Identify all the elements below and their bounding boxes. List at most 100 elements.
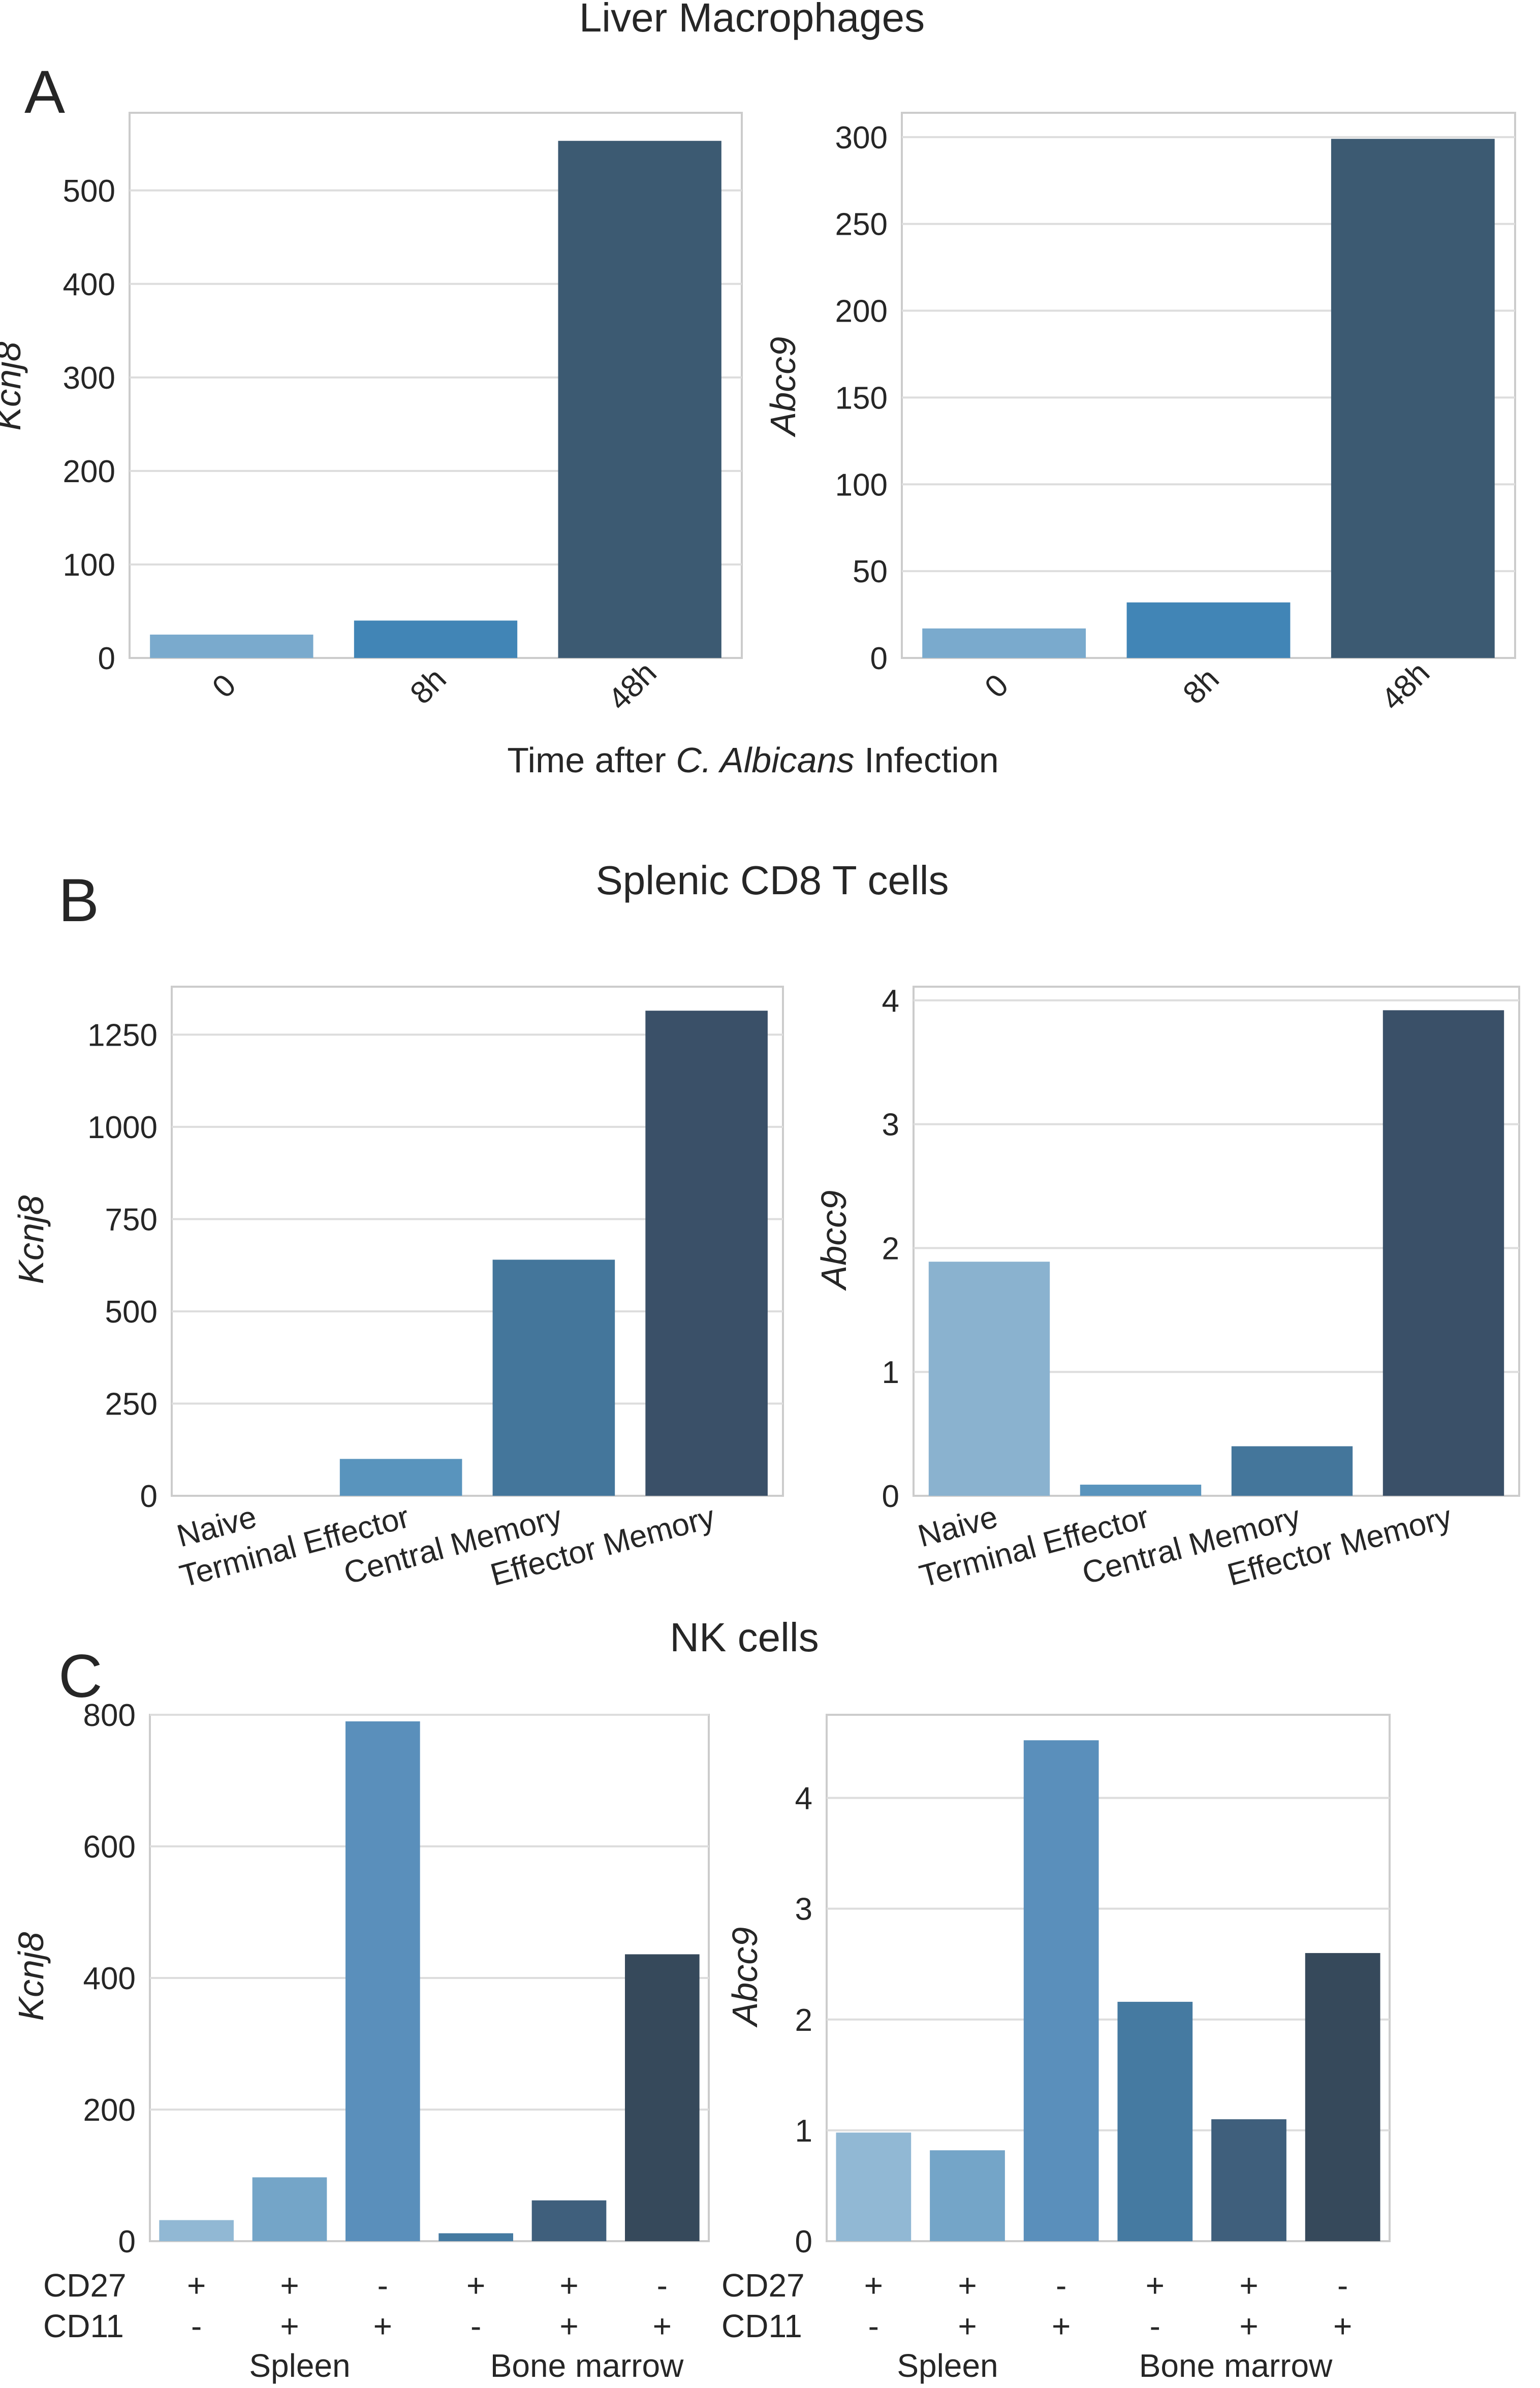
bar-b2-2	[1231, 1446, 1353, 1496]
plot-area	[826, 1714, 1391, 2242]
y-tick-label: 1250	[87, 1018, 158, 1053]
cd27-sign: +	[864, 2267, 883, 2304]
cd27-sign: -	[657, 2267, 668, 2304]
cd11-sign: +	[1333, 2308, 1352, 2344]
bar-a1-0	[150, 634, 313, 658]
cd27-sign: +	[1146, 2267, 1165, 2304]
y-axis-label: Kcnj8	[11, 1932, 51, 2021]
y-tick-label: 300	[63, 361, 115, 396]
y-tick-label: 300	[835, 120, 888, 155]
row-label-cd11: CD11	[43, 2308, 124, 2344]
x-tick-label: 0	[978, 668, 1015, 705]
bar-b1-3	[645, 1011, 768, 1496]
y-tick-label: 400	[83, 1961, 136, 1996]
cd27-sign: +	[559, 2267, 578, 2304]
y-tick-label: 1	[882, 1355, 899, 1390]
group-label-bone-marrow: Bone marrow	[490, 2347, 684, 2384]
bar-c2-0	[836, 2132, 912, 2241]
cd11-sign: -	[191, 2308, 202, 2344]
y-tick-label: 1	[795, 2114, 812, 2149]
x-tick-label: 48h	[1374, 655, 1436, 717]
y-tick-label: 250	[835, 207, 888, 242]
y-tick-label: 50	[853, 554, 888, 589]
bar-c2-5	[1305, 1953, 1380, 2241]
panel-label-b: B	[58, 866, 99, 934]
cd11-sign: +	[1239, 2308, 1258, 2344]
bar-a1-2	[558, 141, 721, 658]
y-tick-label: 200	[83, 2093, 136, 2128]
cd27-sign: -	[378, 2267, 388, 2304]
y-tick-label: 500	[63, 174, 115, 209]
cd27-sign: +	[187, 2267, 206, 2304]
cd27-sign: -	[1056, 2267, 1066, 2304]
cd11-sign: +	[280, 2308, 299, 2344]
y-tick-label: 0	[98, 641, 115, 676]
y-tick-label: 3	[882, 1108, 899, 1143]
y-tick-label: 1000	[87, 1110, 158, 1145]
y-axis-label: Abcc9	[725, 1927, 765, 2028]
bar-a2-0	[922, 628, 1086, 658]
row-label-cd27: CD27	[43, 2267, 127, 2304]
y-tick-label: 3	[795, 1892, 812, 1927]
y-tick-label: 2	[882, 1231, 899, 1266]
bar-c1-4	[531, 2200, 607, 2241]
cd11-sign: +	[373, 2308, 392, 2344]
y-tick-label: 0	[118, 2224, 136, 2259]
y-tick-label: 100	[63, 548, 115, 583]
y-tick-label: 800	[83, 1698, 136, 1733]
bar-a2-2	[1331, 139, 1495, 658]
cd11-sign: -	[868, 2308, 879, 2344]
y-tick-label: 0	[882, 1479, 899, 1514]
y-tick-label: 200	[835, 294, 888, 329]
bar-b2-1	[1080, 1485, 1202, 1496]
bar-b2-0	[928, 1262, 1050, 1496]
y-tick-label: 2	[795, 2003, 812, 2038]
cd27-sign: -	[1337, 2267, 1348, 2304]
bar-c2-4	[1211, 2119, 1286, 2241]
bar-b2-3	[1382, 1010, 1504, 1496]
panel-label-a: A	[24, 58, 65, 126]
y-tick-label: 200	[63, 454, 115, 489]
bar-c2-3	[1117, 2001, 1193, 2241]
nk-marker-table-right: CD27 CD11 Spleen Bone marrow	[721, 2267, 1333, 2384]
y-axis-label: Kcnj8	[0, 341, 28, 430]
cd27-sign: +	[958, 2267, 977, 2304]
bar-c1-1	[252, 2177, 327, 2241]
y-tick-label: 0	[140, 1479, 158, 1514]
row-label-cd11: CD11	[721, 2308, 802, 2344]
bar-c2-1	[930, 2150, 1005, 2241]
y-tick-label: 100	[835, 467, 888, 502]
group-label-spleen: Spleen	[249, 2347, 350, 2384]
y-tick-label: 4	[795, 1781, 812, 1816]
bar-a2-1	[1126, 602, 1291, 658]
chart-nk-kcnj8: 0 200 400 600 800 Kcnj8 + - + + - + + - + + - +	[11, 1698, 710, 2344]
x-tick-label: 48h	[602, 655, 664, 717]
title-splenic-cd8: Splenic CD8 T cells	[595, 858, 949, 903]
x-tick-label: 0	[206, 668, 243, 705]
y-tick-label: 500	[105, 1295, 158, 1330]
cd11-sign: +	[653, 2308, 672, 2344]
cd11-sign: -	[470, 2308, 481, 2344]
cd11-sign: +	[559, 2308, 578, 2344]
bar-c1-3	[438, 2233, 513, 2241]
cd27-sign: +	[280, 2267, 299, 2304]
y-axis-label: Abcc9	[763, 337, 803, 438]
cd11-sign: -	[1150, 2308, 1160, 2344]
y-axis-label: Abcc9	[814, 1190, 854, 1292]
bar-c1-2	[345, 1721, 420, 2241]
y-tick-label: 600	[83, 1830, 136, 1865]
cd11-sign: +	[1052, 2308, 1071, 2344]
bar-c2-2	[1023, 1740, 1099, 2241]
bar-c1-0	[159, 2220, 234, 2241]
bar-b1-2	[492, 1260, 615, 1496]
x-tick-label: 8h	[1176, 662, 1226, 711]
nk-marker-table-left: CD27 CD11 Spleen Bone marrow	[43, 2267, 684, 2384]
chart-liver-abcc9: 0 50 100 150 200 250 300 Abcc9 0 8h 48h	[763, 112, 1516, 717]
y-tick-label: 150	[835, 381, 888, 416]
y-axis-label: Kcnj8	[11, 1195, 51, 1284]
bar-c1-5	[625, 1954, 700, 2241]
panel-label-c: C	[58, 1642, 103, 1710]
